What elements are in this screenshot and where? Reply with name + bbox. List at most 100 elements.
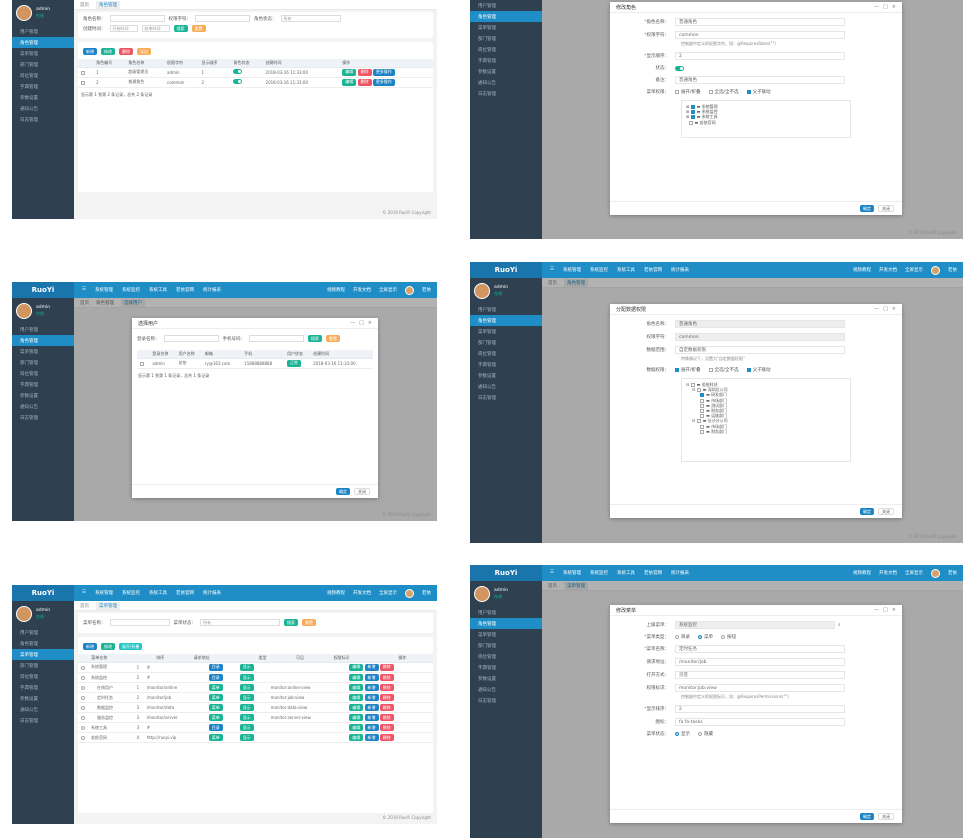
reset-button[interactable]: 重置	[191, 25, 206, 32]
sidebar-item-posts[interactable]: 岗位管理	[478, 654, 496, 660]
add-button[interactable]: 新增	[83, 48, 97, 55]
tab-role[interactable]: 角色管理	[96, 0, 120, 9]
sidebar-item-posts[interactable]: 岗位管理	[20, 73, 38, 79]
nav-docs[interactable]: 开发文档	[879, 268, 897, 273]
sidebar-item-config[interactable]: 参数设置	[20, 393, 38, 399]
maximize-icon[interactable]: □	[359, 320, 364, 326]
sidebar-item-users[interactable]: 用户管理	[478, 3, 496, 9]
table-row[interactable]: 系统监控 2 # 目录 显示 编辑 新增 删除	[78, 672, 433, 683]
sidebar-item-depts[interactable]: 部门管理	[478, 36, 496, 42]
table-row[interactable]: 系统工具 3 # 目录 显示 编辑 新增 删除	[78, 722, 433, 733]
icon-field[interactable]: fa fa-tasks	[675, 718, 845, 726]
edit-button[interactable]: 修改	[101, 48, 115, 55]
sidebar-item-roles[interactable]: 角色管理	[470, 618, 542, 629]
nav-report[interactable]: 统计报表	[203, 591, 222, 596]
row-edit-button[interactable]: 编辑	[349, 694, 364, 701]
row-edit-button[interactable]: 编辑	[349, 734, 364, 741]
login-input[interactable]	[163, 335, 219, 342]
type-button-radio[interactable]	[721, 634, 725, 639]
phone-input[interactable]	[249, 335, 304, 342]
sidebar-item-notice[interactable]: 通知公告	[20, 106, 38, 112]
dept-tree[interactable]: ⊟ ▬ 若依科技 ⊟ ▬ 深圳总公司 ▬ 研发部门 ▬ 市场部门 ▬ 测试部门 …	[681, 378, 851, 462]
row-checkbox[interactable]	[81, 80, 85, 85]
table-row[interactable]: 服务监控 3/monitor/server 菜单 显示 monitor:server:v…	[78, 712, 433, 723]
close-button[interactable]: 关闭	[878, 205, 894, 212]
row-delete-button[interactable]: 删除	[379, 704, 394, 711]
row-edit-button[interactable]: 编辑	[349, 714, 364, 721]
sidebar-item-roles[interactable]: 角色管理	[470, 315, 542, 326]
nav-video[interactable]: 视频教程	[327, 288, 345, 293]
nav-monitor[interactable]: 系统监控	[590, 268, 609, 273]
tab-role[interactable]: 角色管理	[96, 300, 114, 306]
nav-docs[interactable]: 开发文档	[879, 571, 897, 576]
sidebar-item-dict[interactable]: 字典管理	[20, 382, 38, 388]
row-delete-button[interactable]: 删除	[379, 663, 394, 671]
tab-role[interactable]: 角色管理	[564, 278, 588, 287]
sidebar-item-notice[interactable]: 通知公告	[478, 687, 496, 693]
sidebar-item-config[interactable]: 参数设置	[478, 676, 496, 682]
sidebar-item-log[interactable]: 日志管理	[20, 415, 38, 421]
sidebar-item-notice[interactable]: 通知公告	[20, 707, 38, 713]
visible-show-radio[interactable]	[675, 731, 679, 736]
confirm-button[interactable]: 确定	[336, 488, 350, 495]
sidebar-item-posts[interactable]: 岗位管理	[20, 674, 38, 680]
sidebar-item-menus[interactable]: 菜单管理	[20, 349, 38, 355]
table-row[interactable]: 若依官网 4 http://ruoyi.vip 菜单 显示 编辑 新增 删除	[78, 732, 433, 743]
nav-system[interactable]: 系统管理	[95, 591, 114, 596]
table-row[interactable]: 在线用户 1/monitor/online 菜单 显示 monitor:online:v…	[78, 682, 433, 693]
row-delete-button[interactable]: 删除	[379, 714, 394, 721]
nav-report[interactable]: 统计报表	[203, 288, 222, 293]
row-add-button[interactable]: 新增	[364, 674, 379, 681]
minimize-icon[interactable]: —	[874, 4, 880, 10]
search-button[interactable]: 搜索	[284, 619, 298, 626]
table-row[interactable]: 数据监控 3/monitor/data 菜单 显示 monitor:data:view 编…	[78, 702, 433, 713]
row-radio[interactable]	[81, 676, 85, 680]
role-name-field[interactable]: 普通角色	[675, 18, 845, 26]
menu-status-select[interactable]: 所有	[200, 619, 280, 626]
menu-toggle-icon[interactable]: ☰	[550, 570, 555, 575]
nav-tools[interactable]: 系统工具	[617, 268, 636, 273]
perm-field[interactable]: monitor:job:view	[675, 684, 845, 692]
linkage-checkbox[interactable]	[746, 367, 751, 372]
status-toggle[interactable]	[233, 79, 243, 84]
sidebar-item-depts[interactable]: 部门管理	[20, 62, 38, 68]
search-button[interactable]: 搜索	[173, 25, 188, 32]
nav-video[interactable]: 视频教程	[853, 268, 871, 273]
sidebar-item-log[interactable]: 日志管理	[478, 698, 496, 704]
minimize-icon[interactable]: —	[874, 306, 880, 312]
row-delete-button[interactable]: 删除	[357, 78, 372, 86]
sidebar-item-depts[interactable]: 部门管理	[20, 360, 38, 366]
status-toggle[interactable]	[233, 69, 243, 74]
row-checkbox[interactable]	[81, 70, 85, 75]
user-menu[interactable]: 若依	[422, 591, 431, 596]
row-add-button[interactable]: 新增	[364, 714, 379, 721]
tab-home[interactable]: 首页	[548, 583, 557, 589]
row-edit-button[interactable]: 编辑	[349, 724, 364, 731]
avatar[interactable]	[16, 303, 32, 319]
sidebar-item-menus[interactable]: 菜单管理	[12, 649, 74, 660]
user-menu[interactable]: 若依	[422, 288, 431, 293]
avatar[interactable]	[405, 285, 414, 295]
type-menu-radio[interactable]	[698, 634, 702, 639]
tab-menu[interactable]: 菜单管理	[96, 601, 120, 610]
row-add-button[interactable]: 新增	[364, 663, 379, 671]
tab-home[interactable]: 首页	[80, 603, 89, 609]
sidebar-item-log[interactable]: 日志管理	[20, 718, 38, 724]
sidebar-item-dict[interactable]: 字典管理	[478, 665, 496, 671]
nav-system[interactable]: 系统管理	[95, 288, 114, 293]
close-button[interactable]: 关闭	[878, 813, 894, 820]
row-radio[interactable]	[81, 716, 85, 720]
nav-fullscreen[interactable]: 全屏显示	[905, 268, 923, 273]
expand-checkbox[interactable]	[675, 367, 679, 372]
row-delete-button[interactable]: 删除	[379, 694, 394, 701]
reset-button[interactable]: 重置	[326, 335, 340, 342]
remark-field[interactable]: 普通角色	[675, 76, 845, 84]
search-button[interactable]: 搜索	[308, 335, 322, 342]
user-menu[interactable]: 若依	[948, 571, 957, 576]
nav-system[interactable]: 系统管理	[563, 571, 582, 576]
avatar[interactable]	[16, 606, 32, 622]
row-delete-button[interactable]: 删除	[379, 724, 394, 731]
row-edit-button[interactable]: 编辑	[342, 78, 357, 86]
menu-name-input[interactable]	[109, 619, 170, 626]
sidebar-item-log[interactable]: 日志管理	[478, 91, 496, 97]
